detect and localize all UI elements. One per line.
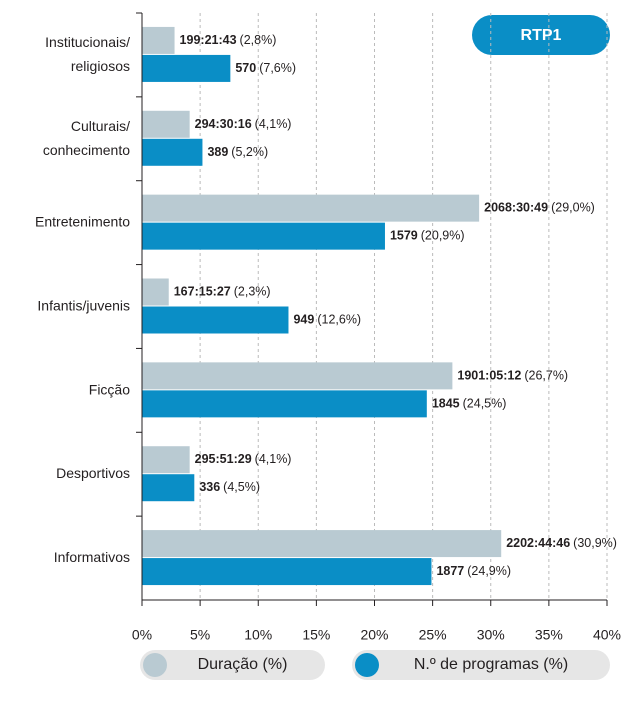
x-tick-label: 30% — [477, 627, 505, 643]
bar — [142, 138, 203, 166]
legend-swatch — [355, 653, 379, 677]
data-percent: (2,3%) — [234, 285, 271, 299]
bar — [142, 306, 289, 334]
data-amount: 1579 — [390, 229, 418, 243]
data-percent: (4,5%) — [223, 481, 260, 495]
data-amount: 336 — [199, 481, 220, 495]
category-line: religiosos — [71, 58, 130, 74]
data-amount: 949 — [293, 313, 314, 327]
data-label: 2068:30:49 (29,0%) — [484, 201, 595, 215]
data-amount: 1845 — [432, 397, 460, 411]
chart-title: RTP1 — [521, 27, 562, 44]
data-amount: 1877 — [436, 564, 464, 578]
category-line: Ficção — [89, 381, 130, 397]
data-percent: (24,9%) — [467, 564, 511, 578]
data-amount: 389 — [207, 145, 228, 159]
data-percent: (20,9%) — [421, 229, 465, 243]
data-label: 1901:05:12 (26,7%) — [457, 369, 568, 383]
data-label: 1579 (20,9%) — [390, 229, 465, 243]
bar — [142, 362, 453, 390]
x-tick-label: 25% — [419, 627, 447, 643]
data-percent: (7,6%) — [259, 61, 296, 75]
x-tick-label: 35% — [535, 627, 563, 643]
bar — [142, 26, 175, 54]
category-label: Desportivos — [56, 465, 130, 481]
x-tick-label: 20% — [360, 627, 388, 643]
data-label: 167:15:27 (2,3%) — [174, 285, 271, 299]
data-percent: (4,1%) — [255, 117, 292, 131]
data-label: 2202:44:46 (30,9%) — [506, 536, 617, 550]
category-line: Culturais/ — [71, 117, 130, 133]
data-percent: (2,8%) — [240, 33, 277, 47]
data-percent: (26,7%) — [524, 369, 568, 383]
legend-pill — [352, 650, 610, 680]
legend-swatch — [143, 653, 167, 677]
data-amount: 570 — [235, 61, 256, 75]
category-line: Informativos — [54, 549, 130, 565]
bar — [142, 54, 231, 82]
x-tick-label: 15% — [302, 627, 330, 643]
category-line: Institucionais/ — [45, 34, 130, 50]
data-label: 295:51:29 (4,1%) — [195, 453, 292, 467]
data-percent: (12,6%) — [317, 313, 361, 327]
data-amount: 199:21:43 — [180, 33, 237, 47]
bar — [142, 558, 432, 586]
bar — [142, 222, 385, 250]
category-label: Culturais/conhecimento — [43, 117, 130, 157]
bar — [142, 194, 480, 222]
data-percent: (4,1%) — [255, 453, 292, 467]
data-amount: 2202:44:46 — [506, 536, 570, 550]
category-line: Infantis/juvenis — [37, 297, 130, 313]
data-label: 1877 (24,9%) — [436, 564, 511, 578]
bar — [142, 530, 502, 558]
category-line: Entretenimento — [35, 213, 130, 229]
bar — [142, 110, 190, 138]
x-tick-label: 0% — [132, 627, 152, 643]
legend-pill — [140, 650, 325, 680]
x-tick-label: 40% — [593, 627, 621, 643]
data-amount: 167:15:27 — [174, 285, 231, 299]
data-percent: (30,9%) — [573, 536, 617, 550]
bar — [142, 446, 190, 474]
data-label: 294:30:16 (4,1%) — [195, 117, 292, 131]
data-label: 389 (5,2%) — [207, 145, 268, 159]
data-label: 1845 (24,5%) — [432, 397, 507, 411]
category-label: Ficção — [89, 381, 130, 397]
title-badge — [472, 15, 610, 55]
data-amount: 1901:05:12 — [457, 369, 521, 383]
legend-label: Duração (%) — [198, 656, 288, 673]
x-tick-label: 5% — [190, 627, 210, 643]
data-amount: 2068:30:49 — [484, 201, 548, 215]
category-line: Desportivos — [56, 465, 130, 481]
x-tick-label: 10% — [244, 627, 272, 643]
bar — [142, 474, 195, 502]
data-label: 570 (7,6%) — [235, 61, 296, 75]
bar — [142, 278, 169, 306]
data-label: 336 (4,5%) — [199, 481, 260, 495]
data-label: 199:21:43 (2,8%) — [180, 33, 277, 47]
bar — [142, 390, 427, 418]
data-label: 949 (12,6%) — [293, 313, 361, 327]
category-label: Institucionais/religiosos — [45, 34, 130, 74]
category-label: Entretenimento — [35, 213, 130, 229]
category-line: conhecimento — [43, 141, 130, 157]
legend-label: N.º de programas (%) — [414, 656, 568, 673]
category-label: Infantis/juvenis — [37, 297, 130, 313]
data-amount: 294:30:16 — [195, 117, 252, 131]
category-label: Informativos — [54, 549, 130, 565]
data-amount: 295:51:29 — [195, 453, 252, 467]
data-percent: (29,0%) — [551, 201, 595, 215]
data-percent: (24,5%) — [463, 397, 507, 411]
data-percent: (5,2%) — [231, 145, 268, 159]
